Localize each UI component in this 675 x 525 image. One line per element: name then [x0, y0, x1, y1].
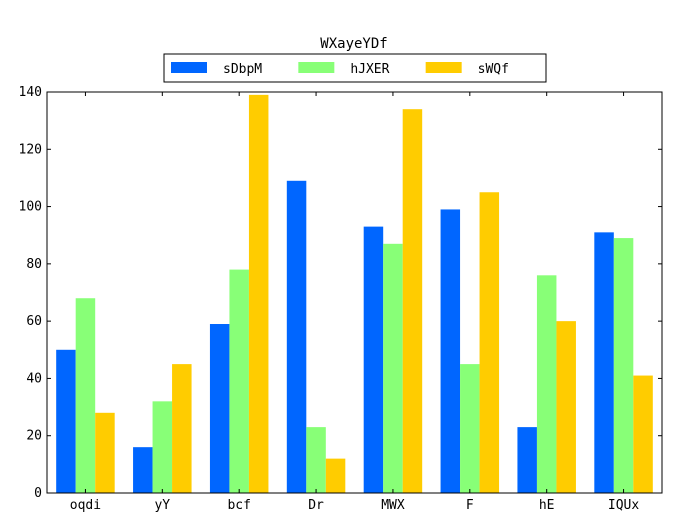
y-tick-label: 0: [34, 486, 42, 501]
bar-sDbpM-Dr: [286, 180, 307, 494]
bar-hJXER-IQUx: [613, 238, 634, 493]
legend-label-sDbpM: sDbpM: [223, 62, 262, 77]
legend-label-sWQf: sWQf: [478, 62, 509, 77]
bar-sWQf-MWX: [402, 109, 423, 493]
x-tick-label: oqdi: [70, 498, 101, 513]
plot-frame: [46, 91, 663, 494]
bar-sDbpM-bcf: [209, 324, 230, 493]
y-tick-label: 40: [26, 371, 42, 386]
bar-sWQf-hE: [556, 321, 576, 493]
bar-sWQf-oqdi: [95, 412, 115, 493]
legend-swatch-sDbpM: [171, 62, 207, 73]
bar-sDbpM-oqdi: [56, 349, 76, 493]
x-tick-label: MWX: [381, 498, 405, 513]
legend-label-hJXER: hJXER: [350, 62, 389, 77]
bar-sDbpM-MWX: [363, 226, 384, 493]
bars-group: [56, 94, 653, 494]
legend-swatch-hJXER: [298, 62, 335, 73]
x-tick-label: yY: [154, 498, 170, 513]
bar-sDbpM-hE: [517, 427, 537, 493]
x-tick-label: bcf: [227, 498, 250, 513]
x-tick-label: IQUx: [608, 498, 639, 513]
bar-sWQf-IQUx: [633, 375, 653, 493]
legend-swatch-sWQf: [425, 62, 462, 73]
legend-box: [163, 53, 547, 83]
y-tick-label: 20: [26, 429, 42, 444]
y-tick-label: 120: [19, 142, 42, 157]
bar-hJXER-bcf: [229, 269, 249, 493]
bar-sDbpM-yY: [133, 447, 153, 493]
bar-sWQf-F: [479, 192, 500, 493]
chart-title: WXayeYDf: [320, 36, 387, 52]
bar-sWQf-yY: [172, 364, 192, 493]
x-tick-label: Dr: [308, 498, 324, 513]
y-tick-label: 100: [19, 200, 42, 215]
bar-hJXER-hE: [536, 275, 557, 493]
y-tick-label: 80: [26, 257, 42, 272]
bar-sDbpM-IQUx: [594, 232, 614, 493]
x-tick-label: F: [466, 498, 474, 513]
bar-hJXER-yY: [152, 401, 173, 493]
bar-sWQf-Dr: [325, 458, 346, 493]
bar-sDbpM-F: [440, 209, 461, 493]
bar-hJXER-Dr: [306, 427, 326, 493]
y-tick-label: 140: [19, 85, 42, 100]
x-tick-label: hE: [539, 498, 555, 513]
bar-sWQf-bcf: [248, 94, 269, 494]
bar-hJXER-F: [460, 364, 480, 493]
legend: sDbpM hJXER sWQf: [163, 53, 547, 83]
bar-hJXER-oqdi: [75, 298, 96, 493]
bar-hJXER-MWX: [383, 243, 403, 493]
y-tick-label: 60: [26, 314, 42, 329]
